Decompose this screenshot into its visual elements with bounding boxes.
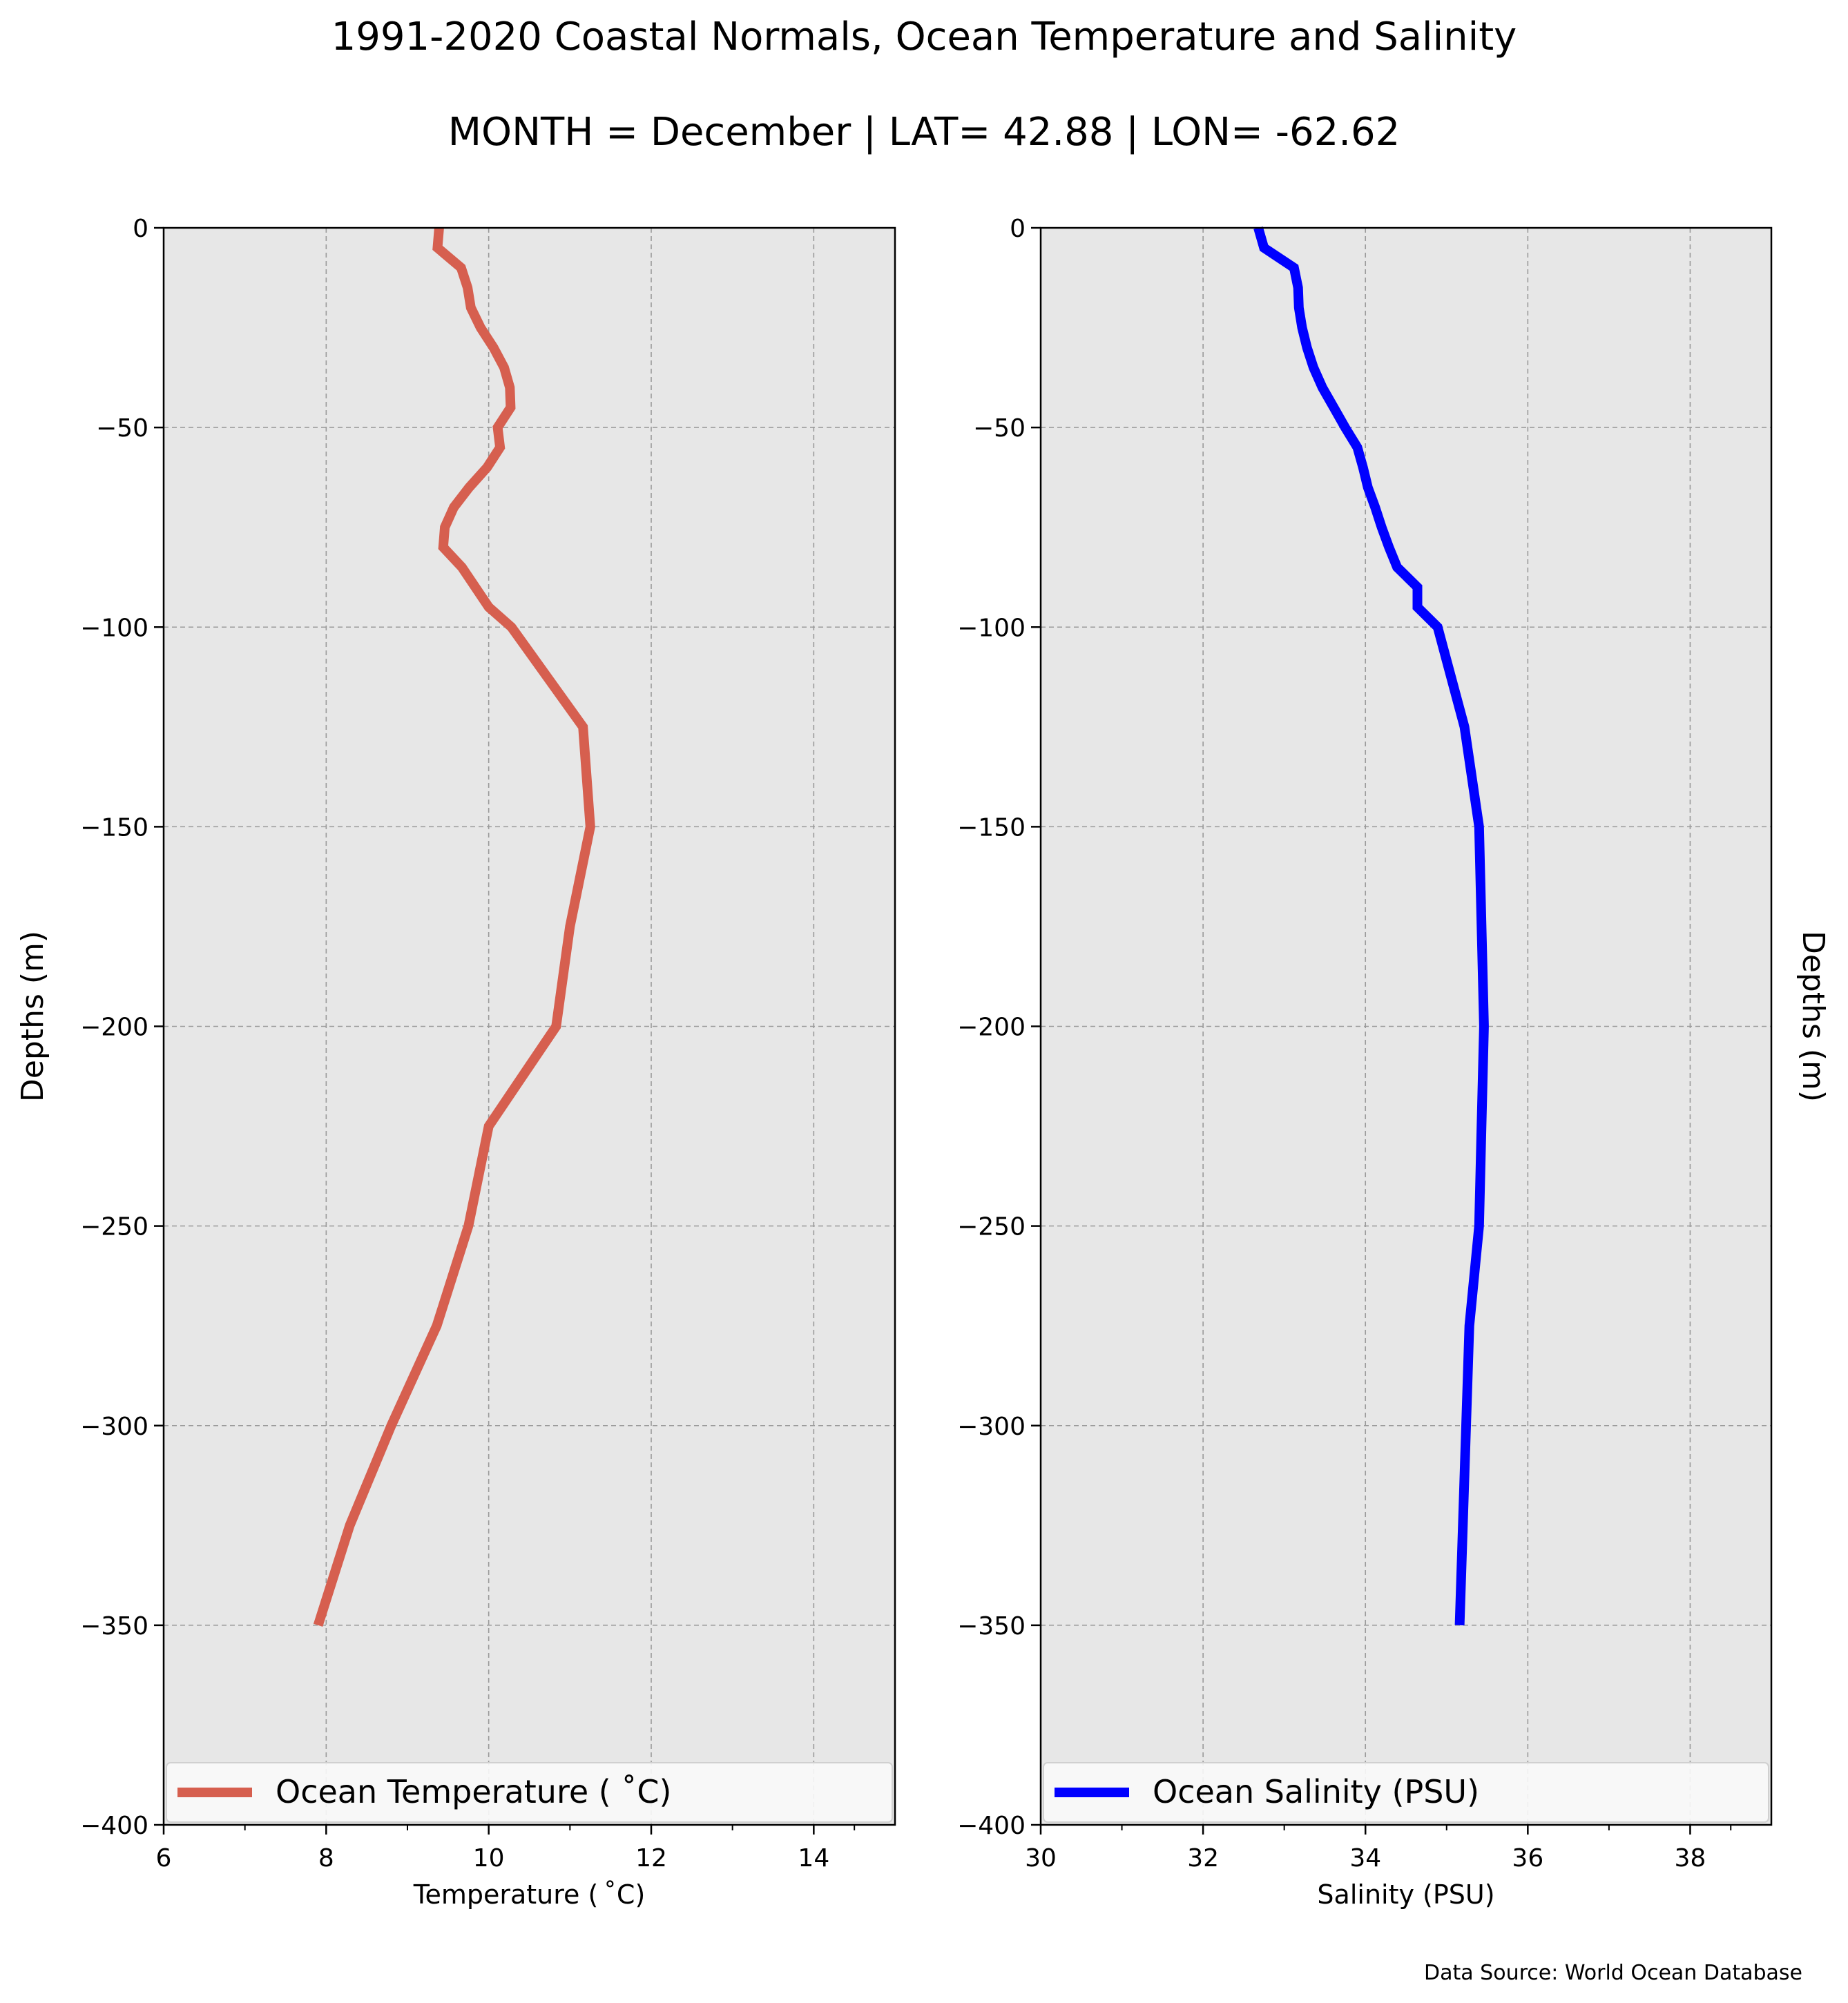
salinity-y-tick-label-8: −400 — [957, 1812, 1026, 1840]
temperature-x-axis-label: Temperature ( ˚C) — [413, 1879, 646, 1910]
temperature-x-tick-label-4: 14 — [798, 1844, 829, 1873]
temperature-y-tick-label-6: −300 — [80, 1413, 148, 1441]
salinity-panel: Ocean Salinity (PSU) 30 32 34 36 38 0 −50 −100 −1… — [957, 215, 1773, 1910]
figure-title: 1991-2020 Coastal Normals, Ocean Tempera… — [331, 14, 1517, 59]
salinity-y-tick-label-5: −250 — [957, 1213, 1026, 1241]
salinity-x-tick-label-3: 36 — [1512, 1844, 1543, 1873]
temperature-x-tick-label-0: 6 — [156, 1844, 172, 1873]
salinity-y-tick-label-0: 0 — [1010, 215, 1026, 243]
salinity-y-tick-label-3: −150 — [957, 813, 1026, 842]
temperature-panel: Ocean Temperature ( ˚C) 6 8 10 12 14 0 −50 −100 −… — [80, 215, 896, 1910]
temperature-legend-label: Ocean Temperature ( ˚C) — [276, 1773, 671, 1810]
temperature-series-line-0 — [313, 227, 595, 1627]
salinity-x-tick-label-0: 30 — [1025, 1844, 1057, 1873]
salinity-series-line-0 — [1253, 226, 1489, 1626]
temperature-legend-box — [166, 1762, 893, 1823]
temperature-y-tick-label-7: −350 — [80, 1612, 148, 1641]
salinity-legend-box — [1043, 1762, 1769, 1823]
temperature-y-tick-label-1: −50 — [96, 414, 148, 443]
temperature-y-tick-label-8: −400 — [80, 1812, 148, 1840]
salinity-y-tick-label-2: −100 — [957, 614, 1026, 642]
salinity-legend-label: Ocean Salinity (PSU) — [1153, 1773, 1479, 1810]
data-source-note: Data Source: World Ocean Database — [1424, 1961, 1802, 1985]
temperature-x-tick-label-1: 8 — [318, 1844, 334, 1873]
salinity-x-tick-label-2: 34 — [1349, 1844, 1381, 1873]
temperature-x-tick-label-3: 12 — [635, 1844, 667, 1873]
temperature-y-tick-label-2: −100 — [80, 614, 148, 642]
salinity-x-axis-label: Salinity (PSU) — [1317, 1879, 1494, 1910]
temperature-y-tick-label-4: −200 — [80, 1014, 148, 1042]
left-y-axis-label: Depths (m) — [15, 931, 50, 1102]
temperature-y-tick-label-0: 0 — [133, 215, 148, 243]
right-y-axis-label: Depths (m) — [1796, 931, 1831, 1102]
temperature-x-tick-label-2: 10 — [473, 1844, 505, 1873]
salinity-y-tick-label-6: −300 — [957, 1413, 1026, 1441]
figure-subtitle: MONTH = December | LAT= 42.88 | LON= -62… — [448, 110, 1401, 155]
salinity-y-tick-label-1: −50 — [973, 414, 1026, 443]
temperature-y-tick-label-3: −150 — [80, 813, 148, 842]
salinity-y-tick-label-4: −200 — [957, 1014, 1026, 1042]
salinity-x-tick-label-1: 32 — [1187, 1844, 1219, 1873]
temperature-y-tick-label-5: −250 — [80, 1213, 148, 1241]
salinity-y-tick-label-7: −350 — [957, 1612, 1026, 1641]
salinity-x-tick-label-4: 38 — [1675, 1844, 1706, 1873]
